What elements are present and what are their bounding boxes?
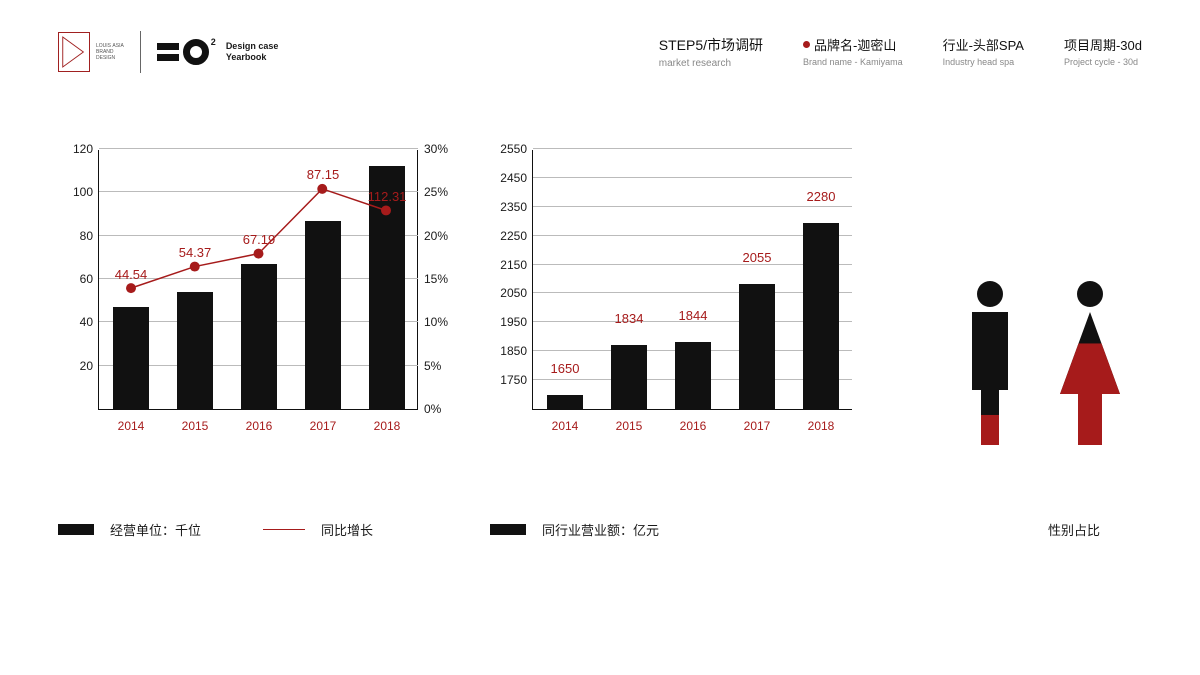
header: LOUIS ASIABRANDDESIGN 2 Design case Year… [58,28,1142,76]
legend-bar-icon [490,524,526,535]
legend-line-icon [263,529,305,531]
meta-brand: 品牌名-迦密山 Brand name - Kamiyama [803,35,903,69]
legend-chart1: 经营单位：千位 同比增长 [58,520,373,539]
bar [547,395,583,409]
female-icon [1045,280,1135,455]
male-icon [955,280,1025,455]
legend-label: 同比增长 [321,520,373,539]
bar [611,345,647,409]
meta-industry: 行业-头部SPA Industry head spa [943,35,1024,69]
eo2-icon: 2 [157,39,216,65]
brand-logo-icon [58,32,90,72]
divider [140,31,141,73]
legend-label: 同行业营业额：亿元 [542,520,659,539]
legend-bar-icon [58,524,94,535]
chart-units-growth: 204060801001200%5%10%15%20%25%30%2014201… [58,140,458,460]
chart-industry-revenue: 1750185019502050215022502350245025501650… [488,140,868,460]
header-meta: STEP5/市场调研 market research 品牌名-迦密山 Brand… [659,35,1142,69]
bar [803,223,839,409]
yearbook-logo: 2 Design case Yearbook [157,39,279,65]
legend-chart2: 同行业营业额：亿元 [490,520,659,539]
brand-logo-text: LOUIS ASIABRANDDESIGN [96,43,124,61]
bar [739,284,775,409]
bar [675,342,711,409]
gender-pictograms [950,280,1140,455]
gender-label: 性别占比 [1048,520,1100,539]
accent-dot-icon [803,41,810,48]
step-title: STEP5/市场调研 market research [659,35,763,69]
meta-cycle: 项目周期-30d Project cycle - 30d [1064,35,1142,69]
yearbook-logo-text: Design case Yearbook [226,41,279,64]
legend-label: 经营单位：千位 [110,520,201,539]
